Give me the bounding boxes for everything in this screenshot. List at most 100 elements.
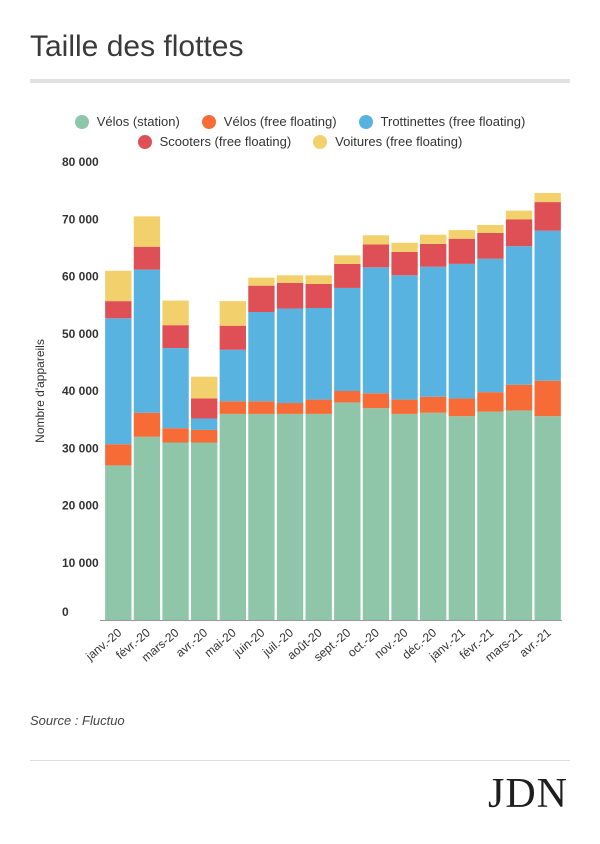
legend-label: Trottinettes (free floating)	[380, 114, 526, 129]
y-tick-label: 80 000	[62, 155, 99, 169]
legend-item: Vélos (free floating)	[201, 112, 337, 132]
bar-segment	[420, 396, 447, 413]
bar-segment	[276, 403, 304, 414]
bar-segment	[334, 255, 361, 264]
bar-segment	[362, 393, 390, 409]
bar-segment	[477, 411, 504, 620]
chart-legend: Vélos (station) Vélos (free floating) Trot…	[30, 112, 570, 152]
bar-segment	[248, 413, 275, 620]
bar-segment	[105, 301, 132, 319]
bar-segment	[305, 275, 332, 284]
bar-segment	[219, 349, 246, 402]
bar-segment	[477, 258, 504, 393]
footer-divider	[30, 760, 570, 761]
bar-segment	[133, 269, 161, 413]
bar-segment	[448, 416, 475, 620]
bar-segment	[477, 224, 504, 233]
legend-item: Vélos (station)	[74, 112, 180, 132]
bar-segment	[248, 285, 275, 312]
bar-segment	[505, 219, 533, 247]
bar-segment	[362, 267, 390, 394]
bar-segment	[391, 413, 418, 620]
bar-segment	[334, 263, 361, 288]
bar-segment	[505, 410, 533, 620]
bar-segment	[362, 408, 390, 620]
bar-segment	[505, 384, 533, 411]
bar-segment	[248, 401, 275, 414]
page-title: Taille des flottes	[30, 30, 244, 63]
x-tick-label: mai-20	[202, 625, 239, 660]
bar-segment	[219, 413, 246, 620]
y-tick-label: 60 000	[62, 270, 99, 284]
bar-segment	[191, 398, 218, 419]
bar-segment	[105, 318, 132, 445]
bar-segment	[534, 230, 561, 381]
legend-item: Trottinettes (free floating)	[358, 112, 526, 132]
bar-segment	[248, 277, 275, 286]
bar-segment	[362, 235, 390, 245]
bar-segment	[448, 230, 475, 239]
bar-segment	[391, 251, 418, 276]
title-divider	[30, 79, 570, 83]
bar-segment	[477, 232, 504, 259]
legend-item: Voitures (free floating)	[313, 132, 462, 152]
bar-segment	[477, 392, 504, 412]
bar-segment	[334, 287, 361, 391]
bar-segment	[505, 210, 533, 220]
bar-segment	[162, 300, 189, 326]
bar-segment	[276, 275, 304, 283]
y-tick-label: 30 000	[62, 441, 99, 455]
y-tick-label: 50 000	[62, 327, 99, 341]
bar-segment	[162, 442, 189, 620]
legend-item: Scooters (free floating)	[137, 132, 292, 152]
legend-label: Voitures (free floating)	[335, 134, 463, 149]
bar-segment	[448, 238, 475, 264]
x-tick-label: avr.-20	[173, 625, 210, 660]
bar-segment	[305, 283, 332, 308]
bar-segment	[162, 325, 189, 349]
bar-segment	[534, 192, 561, 203]
bar-segment	[276, 308, 304, 404]
stacked-bar-chart: 0 10 000 20 000 30 000 40 000 50 000 60 000 70 …	[33, 155, 562, 665]
y-tick-label: 10 000	[62, 556, 99, 570]
legend-swatch	[74, 115, 89, 129]
bar-segment	[105, 270, 132, 302]
bar-segment	[191, 429, 218, 443]
bar-segment	[219, 301, 246, 326]
x-tick-label: avr.-21	[517, 625, 554, 660]
bar-segment	[133, 436, 161, 620]
bar-segment	[448, 263, 475, 399]
legend-label: Vélos (free floating)	[223, 114, 337, 129]
legend-swatch	[358, 115, 373, 129]
bar-segment	[420, 266, 447, 397]
y-tick-label: 0	[62, 605, 69, 619]
bar-segment	[420, 234, 447, 244]
bar-segment	[420, 412, 447, 620]
source-note: Source : Fluctuo	[30, 713, 125, 728]
bar-segment	[219, 325, 246, 350]
y-axis-title: Nombre d'appareils	[33, 339, 47, 443]
bar-segment	[162, 348, 189, 429]
legend-swatch	[313, 135, 328, 149]
x-tick-label: juin-20	[230, 625, 268, 660]
bar-segment	[391, 242, 418, 252]
jdn-logo: JDN	[487, 771, 568, 817]
bar-segment	[305, 413, 332, 620]
bar-segment	[420, 243, 447, 267]
bar-segment	[276, 282, 304, 309]
legend-label: Vélos (station)	[96, 114, 180, 129]
legend-label: Scooters (free floating)	[159, 134, 292, 149]
bar-segment	[505, 246, 533, 385]
bar-segment	[334, 402, 361, 620]
y-tick-label: 70 000	[62, 212, 99, 226]
bar-segment	[534, 202, 561, 231]
bar-segment	[448, 398, 475, 417]
bar-segment	[305, 307, 332, 400]
bar-segment	[191, 442, 218, 620]
legend-row: Scooters (free floating) Voitures (free f…	[30, 132, 570, 152]
bar-segment	[133, 246, 161, 270]
bar-segment	[191, 376, 218, 399]
bar-segment	[133, 412, 161, 437]
bar-segment	[334, 391, 361, 403]
bar-segment	[305, 399, 332, 414]
